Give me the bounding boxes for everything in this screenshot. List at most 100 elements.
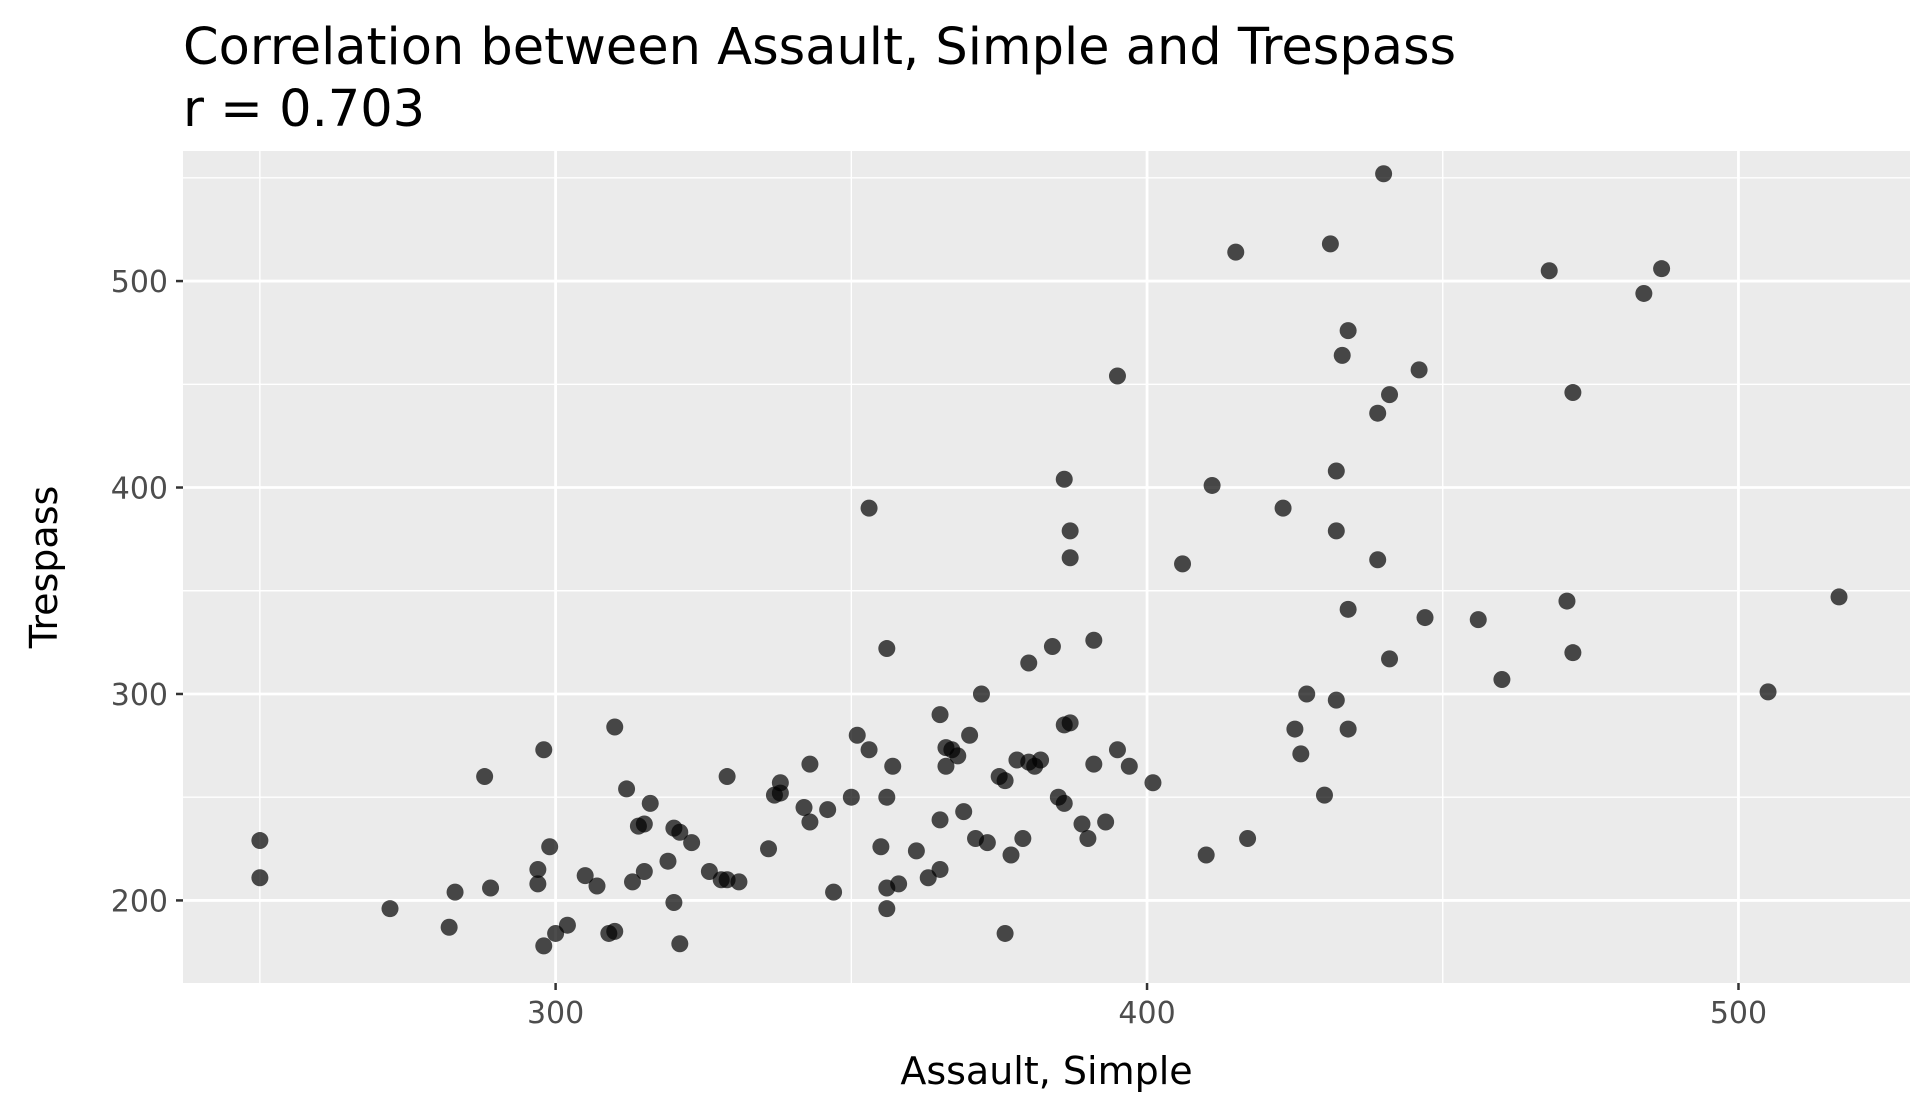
data-point bbox=[381, 900, 399, 918]
data-point bbox=[1073, 815, 1091, 833]
data-point bbox=[996, 924, 1014, 942]
minor-gridlines bbox=[183, 151, 1910, 983]
data-point bbox=[576, 867, 594, 885]
chart-title: Correlation between Assault, Simple and … bbox=[183, 18, 1457, 77]
x-tick-label: 400 bbox=[1118, 996, 1175, 1031]
data-point bbox=[1203, 476, 1221, 494]
data-point bbox=[1174, 555, 1192, 573]
y-tick-label: 400 bbox=[111, 472, 168, 507]
data-point bbox=[1327, 462, 1345, 480]
data-point bbox=[1327, 691, 1345, 709]
data-point bbox=[558, 916, 576, 934]
data-point bbox=[251, 832, 269, 850]
data-point bbox=[1286, 720, 1304, 738]
data-point bbox=[842, 788, 860, 806]
plot-panel bbox=[183, 151, 1910, 983]
data-point bbox=[1339, 600, 1357, 618]
data-point bbox=[1108, 367, 1126, 385]
data-point bbox=[1339, 322, 1357, 340]
data-point bbox=[446, 883, 464, 901]
data-point bbox=[907, 842, 925, 860]
x-tick-label: 300 bbox=[527, 996, 584, 1031]
data-point bbox=[440, 918, 458, 936]
data-point bbox=[1061, 549, 1079, 567]
data-point bbox=[606, 922, 624, 940]
data-point bbox=[1055, 794, 1073, 812]
data-point bbox=[1274, 499, 1292, 517]
data-point bbox=[700, 863, 718, 881]
data-point bbox=[1635, 284, 1653, 302]
data-point bbox=[588, 877, 606, 895]
data-point bbox=[795, 799, 813, 817]
data-point bbox=[972, 685, 990, 703]
data-point bbox=[1315, 786, 1333, 804]
data-points bbox=[251, 165, 1848, 955]
data-point bbox=[1564, 384, 1582, 402]
data-point bbox=[635, 863, 653, 881]
data-point bbox=[671, 823, 689, 841]
data-point bbox=[535, 741, 553, 759]
data-point bbox=[683, 834, 701, 852]
data-point bbox=[771, 784, 789, 802]
data-point bbox=[872, 838, 890, 856]
data-point bbox=[1493, 671, 1511, 689]
data-point bbox=[1333, 346, 1351, 364]
data-point bbox=[718, 768, 736, 786]
data-point bbox=[1239, 829, 1257, 847]
y-tick-label: 500 bbox=[111, 265, 168, 300]
x-axis-label: Assault, Simple bbox=[900, 1049, 1192, 1093]
x-tick-label: 500 bbox=[1710, 996, 1767, 1031]
data-point bbox=[1339, 720, 1357, 738]
data-point bbox=[1759, 683, 1777, 701]
data-point bbox=[801, 813, 819, 831]
data-point bbox=[1014, 829, 1032, 847]
data-point bbox=[529, 875, 547, 893]
data-point bbox=[1558, 592, 1576, 610]
data-point bbox=[860, 741, 878, 759]
data-point bbox=[529, 860, 547, 878]
data-point bbox=[1830, 588, 1848, 606]
data-point bbox=[251, 869, 269, 887]
data-point bbox=[801, 755, 819, 773]
data-point bbox=[878, 788, 896, 806]
data-point bbox=[1410, 361, 1428, 379]
data-point bbox=[825, 883, 843, 901]
data-point bbox=[1061, 522, 1079, 540]
data-point bbox=[931, 706, 949, 724]
data-point bbox=[931, 811, 949, 829]
data-point bbox=[641, 794, 659, 812]
data-point bbox=[1327, 522, 1345, 540]
data-point bbox=[1540, 262, 1558, 280]
data-point bbox=[1020, 654, 1038, 672]
data-point bbox=[919, 869, 937, 887]
data-point bbox=[884, 757, 902, 775]
data-point bbox=[1469, 611, 1487, 629]
data-point bbox=[659, 852, 677, 870]
data-point bbox=[1381, 386, 1399, 404]
data-point bbox=[949, 747, 967, 765]
data-point bbox=[848, 726, 866, 744]
data-point bbox=[1653, 260, 1671, 278]
data-point bbox=[730, 873, 748, 891]
data-point bbox=[931, 860, 949, 878]
data-point bbox=[860, 499, 878, 517]
x-axis-ticks: 300 400 500 bbox=[527, 983, 1767, 1031]
data-point bbox=[760, 840, 778, 858]
data-point bbox=[1002, 846, 1020, 864]
data-point bbox=[1079, 829, 1097, 847]
data-point bbox=[547, 924, 565, 942]
chart-subtitle: r = 0.703 bbox=[183, 80, 426, 139]
data-point bbox=[1375, 165, 1393, 183]
data-point bbox=[535, 937, 553, 955]
data-point bbox=[819, 801, 837, 819]
data-point bbox=[878, 900, 896, 918]
data-point bbox=[1197, 846, 1215, 864]
data-point bbox=[665, 893, 683, 911]
data-point bbox=[1369, 404, 1387, 422]
data-point bbox=[1061, 714, 1079, 732]
y-axis-ticks: 200 300 400 500 bbox=[111, 265, 183, 919]
data-point bbox=[1043, 637, 1061, 655]
data-point bbox=[623, 873, 641, 891]
data-point bbox=[1144, 774, 1162, 792]
